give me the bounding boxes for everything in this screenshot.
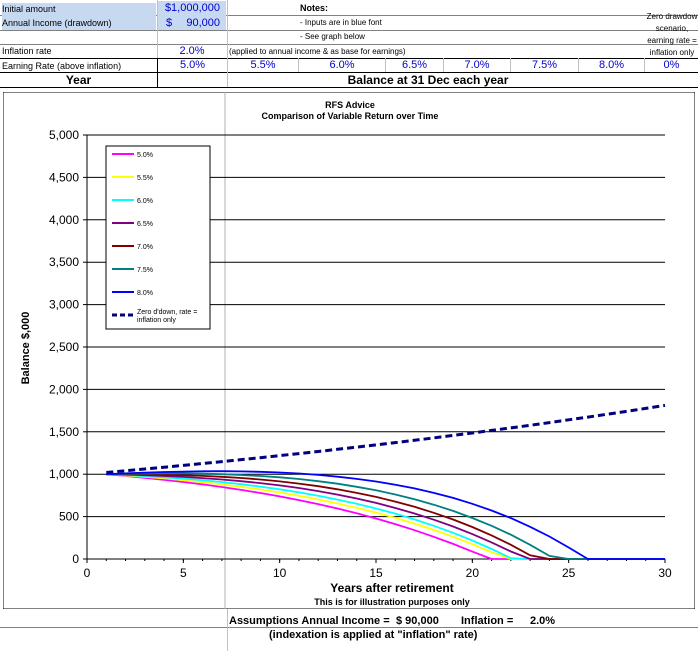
x-tick-label: 5	[180, 566, 187, 580]
legend-label-3: 6.0%	[137, 198, 153, 205]
legend-label-6: 7.5%	[137, 267, 153, 274]
chart-area[interactable]: RFS Advice Comparison of Variable Return…	[2, 91, 696, 610]
inflation-rate-cell[interactable]: 2.0%	[179, 45, 205, 57]
y-tick-label: 2,500	[49, 340, 79, 354]
earning-rate-cell-7[interactable]: 8.0%	[598, 59, 625, 71]
inflation-rate-label: Inflation rate	[2, 46, 52, 56]
x-tick-label: 0	[84, 566, 91, 580]
legend-label-1: 5.0%	[137, 152, 153, 159]
chart-title: RFS Advice	[325, 100, 375, 110]
x-axis-note: This is for illustration purposes only	[314, 597, 470, 607]
chart-svg: RFS Advice Comparison of Variable Return…	[2, 91, 696, 610]
legend-label-8: Zero d'down, rate = inflation only	[137, 309, 197, 324]
x-tick-label: 15	[369, 566, 383, 580]
footer-inflation-value: 2.0%	[530, 615, 556, 627]
y-tick-label: 3,500	[49, 255, 79, 269]
note-inputs-blue: - Inputs are in blue font	[300, 18, 382, 27]
y-axis-label: Balance $,000	[20, 312, 32, 385]
annual-income-label: Annual Income (drawdown)	[2, 16, 156, 30]
x-tick-label: 25	[562, 566, 576, 580]
chart-subtitle: Comparison of Variable Return over Time	[262, 111, 439, 121]
assumptions-income-value: $ 90,000	[396, 615, 439, 627]
y-tick-label: 4,500	[49, 170, 79, 184]
initial-amount-label: Initial amount	[2, 3, 156, 16]
inflation-note: (applied to annual income & as base for …	[229, 47, 406, 56]
footer-inflation-label: Inflation =	[461, 615, 514, 627]
x-tick-label: 20	[466, 566, 480, 580]
legend-label-4: 6.5%	[137, 221, 153, 228]
earning-rate-label: Earning Rate (above inflation)	[2, 61, 122, 71]
zero-drawdown-note-4: inflation only	[649, 48, 695, 57]
zero-drawdown-note-3: earning rate =	[647, 36, 697, 45]
initial-amount-value: $1,000,000	[164, 2, 220, 14]
spreadsheet-header: Initial amount $1,000,000 Annual Income …	[0, 0, 698, 92]
indexation-note: (indexation is applied at "inflation" ra…	[269, 629, 478, 641]
chart-legend: 5.0% 5.5% 6.0% 6.5% 7.0% 7.5% 8.0% Zero d'down,…	[105, 145, 211, 330]
x-axis-label: Years after retirement	[330, 581, 453, 595]
zero-drawdown-note-2: scenario,	[655, 24, 689, 33]
annual-income-value: 90,000	[186, 17, 220, 29]
series-line-6	[106, 472, 665, 560]
earning-rate-cell-4[interactable]: 6.5%	[401, 59, 428, 71]
annual-income-currency: $	[166, 17, 173, 29]
earning-rate-cell-5[interactable]: 7.0%	[464, 59, 490, 71]
note-see-graph: - See graph below	[300, 32, 365, 41]
y-tick-label: 1,000	[49, 467, 79, 481]
assumptions-label: Assumptions Annual Income =	[229, 615, 390, 627]
legend-box	[105, 145, 211, 330]
y-tick-label: 1,500	[49, 425, 79, 439]
y-tick-label: 3,000	[49, 298, 79, 312]
y-tick-label: 0	[72, 552, 79, 566]
initial-amount-cell[interactable]: $1,000,000	[158, 1, 226, 16]
y-tick-label: 2,000	[49, 382, 79, 396]
legend-label-5: 7.0%	[137, 244, 153, 251]
x-tick-label: 30	[658, 566, 672, 580]
notes-title: Notes:	[300, 3, 329, 13]
y-tick-label: 500	[59, 510, 79, 524]
spreadsheet-footer: Assumptions Annual Income = $ 90,000 Inf…	[0, 609, 698, 651]
earning-rate-cell-3[interactable]: 6.0%	[329, 59, 355, 71]
annual-income-cell[interactable]: $ 90,000	[158, 16, 226, 30]
series-line-7	[106, 470, 665, 560]
year-header: Year	[65, 73, 92, 87]
legend-label-7: 8.0%	[137, 290, 153, 297]
y-tick-label: 4,000	[49, 213, 79, 227]
y-tick-label: 5,000	[49, 128, 79, 142]
balance-header: Balance at 31 Dec each year	[347, 73, 509, 87]
x-tick-label: 10	[273, 566, 287, 580]
earning-rate-cell-8[interactable]: 0%	[663, 59, 680, 71]
series-line-8	[106, 403, 666, 474]
earning-rate-cell-1[interactable]: 5.0%	[179, 59, 206, 71]
zero-drawdown-note-1: Zero drawdow	[646, 12, 698, 21]
earning-rate-cell-2[interactable]: 5.5%	[250, 59, 276, 71]
legend-label-2: 5.5%	[137, 175, 153, 182]
earning-rate-cell-6[interactable]: 7.5%	[531, 59, 558, 71]
